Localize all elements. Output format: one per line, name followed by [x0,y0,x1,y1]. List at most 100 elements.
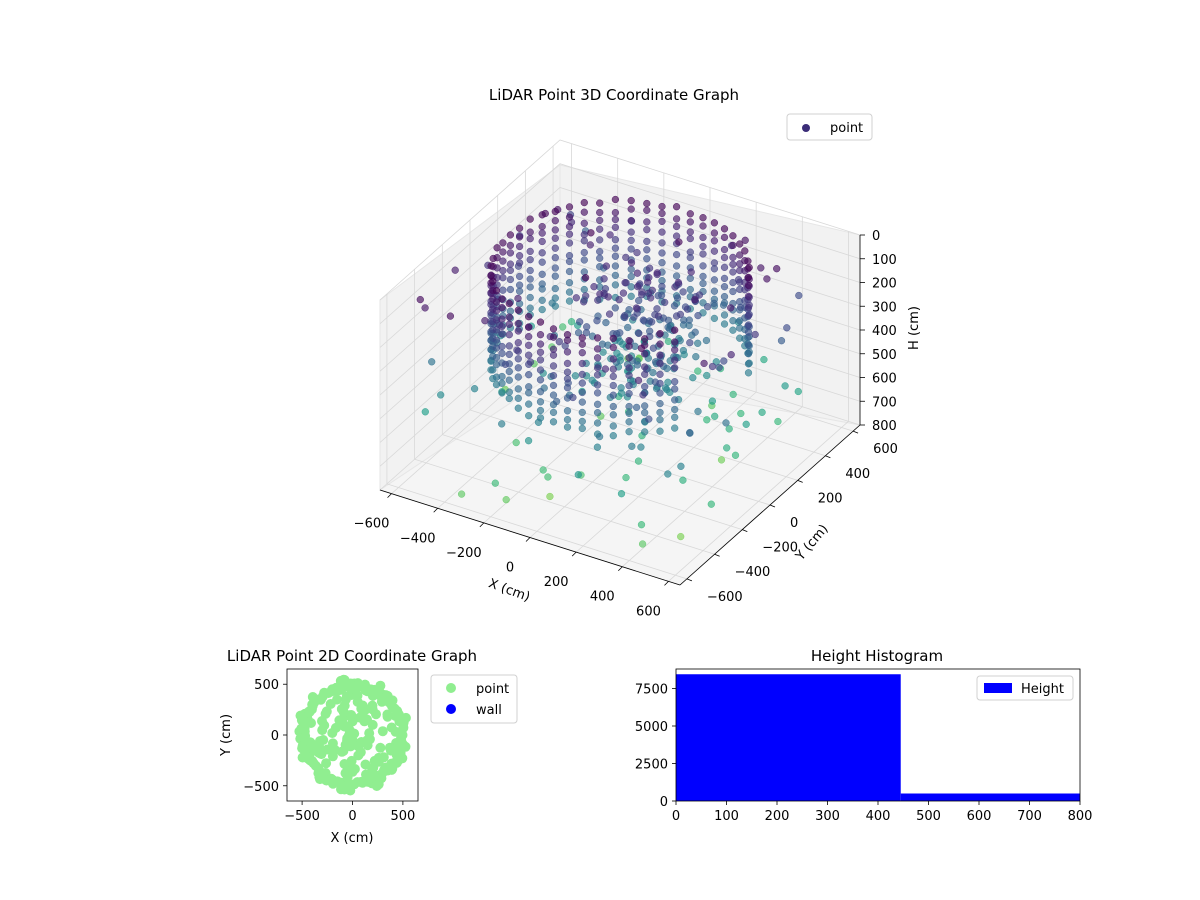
point-3d [625,409,633,417]
point-3d [514,294,522,303]
point-3d [744,341,753,349]
point-3d [720,263,729,272]
point-2d [299,719,310,730]
point-3d [611,281,620,289]
point-3d [596,236,604,244]
point-3d [686,285,694,294]
y-tick-label-3d: 400 [845,467,870,482]
point-3d [710,237,719,245]
point-3d [565,203,574,211]
point-3d [593,371,602,379]
point-2d [353,750,364,761]
point-3d [526,235,534,243]
point-3d [580,237,588,245]
point-3d [751,330,759,339]
point-3d [489,366,497,374]
point-3d [643,199,651,208]
point-3d [643,237,651,246]
point-3d [695,291,704,299]
point-2d [362,740,373,751]
point-3d [506,241,515,250]
point-3d [783,324,791,332]
point-3d [611,271,620,280]
point-2d [364,728,375,739]
point-3d [491,479,499,487]
point-3d [710,219,719,227]
point-2d [314,768,325,779]
point-3d [544,473,552,481]
point-3d [505,367,513,376]
point-3d [515,252,524,260]
point-3d [526,304,534,312]
point-3d [609,372,617,381]
point-3d [551,226,559,234]
x-tick-label-3d: −600 [354,517,390,532]
z-tick-label-3d: 100 [872,253,897,268]
x-tick-label-3d: 200 [544,575,569,590]
point-3d [744,321,753,329]
point-3d [677,462,685,470]
y-tick-label-3d: −400 [735,565,771,580]
point-3d [729,317,737,325]
point-3d [596,263,604,271]
point-3d [492,307,501,315]
point-3d [729,260,737,269]
point-3d [549,333,558,341]
point-3d [673,294,682,302]
point-3d [549,391,558,399]
point-2d [390,726,401,737]
point-3d [641,370,649,378]
point-3d [621,312,629,320]
ticks-2d: −500 0 500 −500 0 500 [243,678,415,824]
point-3d [795,291,803,300]
point-3d [645,264,654,272]
point-3d [606,231,614,239]
point-3d [505,299,513,308]
point-3d [641,335,649,343]
point-3d [744,311,753,320]
legend-marker-point-2d [446,683,456,693]
point-3d [617,490,626,498]
point-3d [563,384,572,392]
point-3d [596,216,604,225]
point-3d [498,420,506,428]
y-tick-mark-3d [714,553,720,557]
point-3d [744,292,753,300]
y-tick-label-histogram: 7500 [635,683,668,698]
point-3d [578,349,586,357]
point-3d [576,318,584,326]
point-3d [625,306,633,314]
y-tick-label-3d: −200 [762,541,798,556]
point-3d [501,360,510,369]
point-3d [720,225,729,233]
point-3d [499,257,507,265]
point-3d [493,244,501,252]
point-3d [777,337,786,345]
point-2d [347,681,358,692]
point-3d [794,387,802,396]
point-3d [593,389,602,397]
x-tick-label-histogram: 700 [1017,809,1042,824]
point-3d [578,359,586,368]
point-3d [625,364,633,372]
point-3d [572,294,580,302]
point-3d [549,351,558,359]
point-3d [563,368,572,376]
point-3d [679,476,687,484]
point-3d [715,363,723,372]
point-3d [555,338,563,346]
point-3d [539,466,547,474]
point-3d [526,228,534,236]
point-3d [625,382,633,390]
point-3d [725,425,733,433]
point-3d [596,247,604,256]
point-3d [565,279,574,287]
point-3d [625,354,633,362]
point-3d [707,500,715,508]
point-3d [567,318,576,326]
point-3d [526,215,534,223]
point-3d [609,334,617,343]
point-3d [506,231,515,239]
point-3d [489,277,497,285]
point-3d [627,272,635,281]
